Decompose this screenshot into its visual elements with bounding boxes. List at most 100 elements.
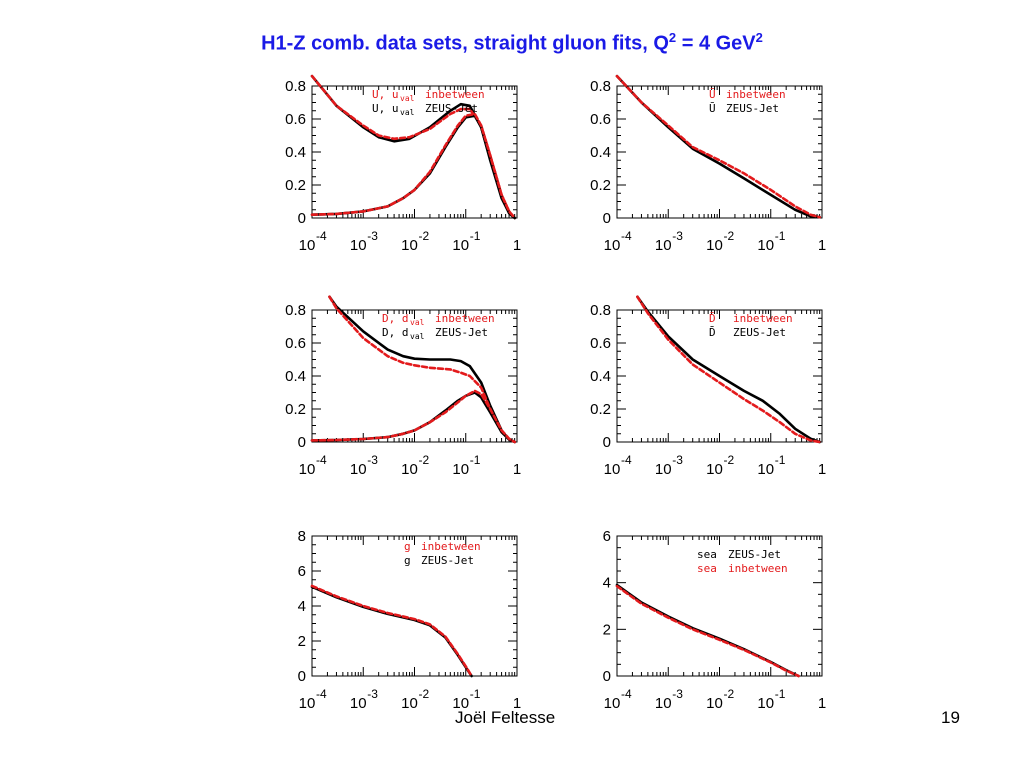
y-tick-label: 0 bbox=[603, 434, 611, 451]
y-tick-label: 0.4 bbox=[590, 368, 611, 385]
x-tick-label: 10 bbox=[350, 461, 367, 478]
x-tick-label: 10 bbox=[401, 461, 418, 478]
y-tick-label: 0.2 bbox=[590, 401, 611, 418]
chart-panel-4: 00.20.40.60.810-410-310-210-11D̄ inbetwee… bbox=[590, 297, 826, 478]
x-tick-exponent: -4 bbox=[621, 453, 632, 467]
dashed-curve bbox=[617, 76, 820, 217]
x-tick-exponent: -1 bbox=[470, 453, 481, 467]
legend-symbol: U, u bbox=[372, 88, 399, 101]
legend-label: inbetween bbox=[726, 88, 786, 101]
x-tick-label: 1 bbox=[513, 461, 521, 478]
y-tick-label: 0.4 bbox=[285, 144, 306, 161]
x-tick-label: 1 bbox=[818, 461, 826, 478]
y-tick-label: 0 bbox=[298, 434, 306, 451]
x-tick-label: 10 bbox=[706, 237, 723, 254]
x-tick-exponent: -1 bbox=[775, 229, 786, 243]
x-tick-label: 1 bbox=[818, 695, 826, 712]
legend-symbol: D, d bbox=[382, 312, 409, 325]
y-tick-label: 0 bbox=[603, 210, 611, 227]
legend-subscript: val bbox=[410, 332, 425, 341]
x-tick-label: 10 bbox=[299, 237, 316, 254]
x-tick-label: 10 bbox=[655, 237, 672, 254]
x-tick-exponent: -2 bbox=[724, 453, 735, 467]
legend-subscript: val bbox=[400, 108, 415, 117]
x-tick-exponent: -1 bbox=[775, 687, 786, 701]
legend-symbol: D, d bbox=[382, 326, 409, 339]
y-tick-label: 4 bbox=[298, 598, 306, 615]
y-tick-label: 0 bbox=[298, 668, 306, 685]
x-tick-exponent: -4 bbox=[621, 687, 632, 701]
legend-label: ZEUS-Jet bbox=[733, 326, 786, 339]
dashed-curve bbox=[312, 586, 472, 676]
x-tick-label: 1 bbox=[818, 237, 826, 254]
legend-label: inbetween bbox=[435, 312, 495, 325]
legend-symbol: U, u bbox=[372, 102, 399, 115]
legend-symbol: g bbox=[404, 554, 411, 567]
x-tick-exponent: -4 bbox=[316, 687, 327, 701]
x-tick-label: 10 bbox=[757, 461, 774, 478]
x-tick-exponent: -3 bbox=[367, 229, 378, 243]
y-tick-label: 0 bbox=[603, 668, 611, 685]
x-tick-exponent: -1 bbox=[775, 453, 786, 467]
legend-label: inbetween bbox=[421, 540, 481, 553]
x-tick-label: 10 bbox=[757, 237, 774, 254]
legend-symbol: sea bbox=[697, 562, 717, 575]
legend-subscript: val bbox=[400, 94, 415, 103]
y-tick-label: 6 bbox=[298, 563, 306, 580]
dashed-curve bbox=[312, 114, 515, 218]
x-tick-label: 10 bbox=[706, 461, 723, 478]
x-tick-exponent: -4 bbox=[316, 453, 327, 467]
legend-label: ZEUS-Jet bbox=[435, 326, 488, 339]
solid-curve bbox=[312, 116, 515, 218]
y-tick-label: 0.2 bbox=[285, 401, 306, 418]
footer-author: Joël Feltesse bbox=[455, 708, 555, 728]
legend-symbol: Ū bbox=[709, 88, 716, 101]
x-tick-exponent: -2 bbox=[724, 687, 735, 701]
x-tick-label: 10 bbox=[706, 695, 723, 712]
x-tick-exponent: -1 bbox=[470, 687, 481, 701]
x-tick-exponent: -3 bbox=[367, 453, 378, 467]
legend-label: inbetween bbox=[728, 562, 788, 575]
x-tick-exponent: -1 bbox=[470, 229, 481, 243]
y-tick-label: 6 bbox=[603, 528, 611, 545]
x-tick-exponent: -2 bbox=[419, 687, 430, 701]
dashed-curve bbox=[312, 391, 515, 442]
y-tick-label: 0.6 bbox=[285, 335, 306, 352]
y-tick-label: 0.6 bbox=[285, 111, 306, 128]
legend-label: inbetween bbox=[425, 88, 485, 101]
y-tick-label: 0.6 bbox=[590, 111, 611, 128]
page-number: 19 bbox=[941, 708, 960, 728]
solid-curve bbox=[617, 76, 820, 217]
legend-symbol: sea bbox=[697, 548, 717, 561]
y-tick-label: 4 bbox=[603, 575, 611, 592]
x-tick-exponent: -3 bbox=[672, 453, 683, 467]
legend-label: ZEUS-Jet bbox=[728, 548, 781, 561]
x-tick-label: 10 bbox=[350, 695, 367, 712]
x-tick-exponent: -4 bbox=[316, 229, 327, 243]
dashed-curve bbox=[617, 586, 799, 676]
legend-symbol: g bbox=[404, 540, 411, 553]
solid-curve bbox=[312, 587, 472, 676]
chart-panel-3: 00.20.40.60.810-410-310-210-11D, d val inb… bbox=[285, 297, 521, 478]
y-tick-label: 0.8 bbox=[285, 302, 306, 319]
y-tick-label: 0.6 bbox=[590, 335, 611, 352]
legend-subscript: val bbox=[410, 318, 425, 327]
y-tick-label: 0.2 bbox=[590, 177, 611, 194]
x-tick-exponent: -2 bbox=[724, 229, 735, 243]
y-tick-label: 2 bbox=[298, 633, 306, 650]
legend-label: inbetween bbox=[733, 312, 793, 325]
legend-symbol: D̄ bbox=[709, 326, 716, 339]
x-tick-exponent: -2 bbox=[419, 229, 430, 243]
y-tick-label: 0.4 bbox=[590, 144, 611, 161]
x-tick-label: 10 bbox=[604, 695, 621, 712]
x-tick-label: 10 bbox=[604, 461, 621, 478]
plot-frame bbox=[617, 86, 822, 218]
x-tick-label: 10 bbox=[299, 695, 316, 712]
legend-symbol: D̄ bbox=[709, 312, 716, 325]
x-tick-label: 10 bbox=[401, 237, 418, 254]
y-tick-label: 0.2 bbox=[285, 177, 306, 194]
y-tick-label: 0.8 bbox=[590, 302, 611, 319]
x-tick-label: 10 bbox=[452, 237, 469, 254]
